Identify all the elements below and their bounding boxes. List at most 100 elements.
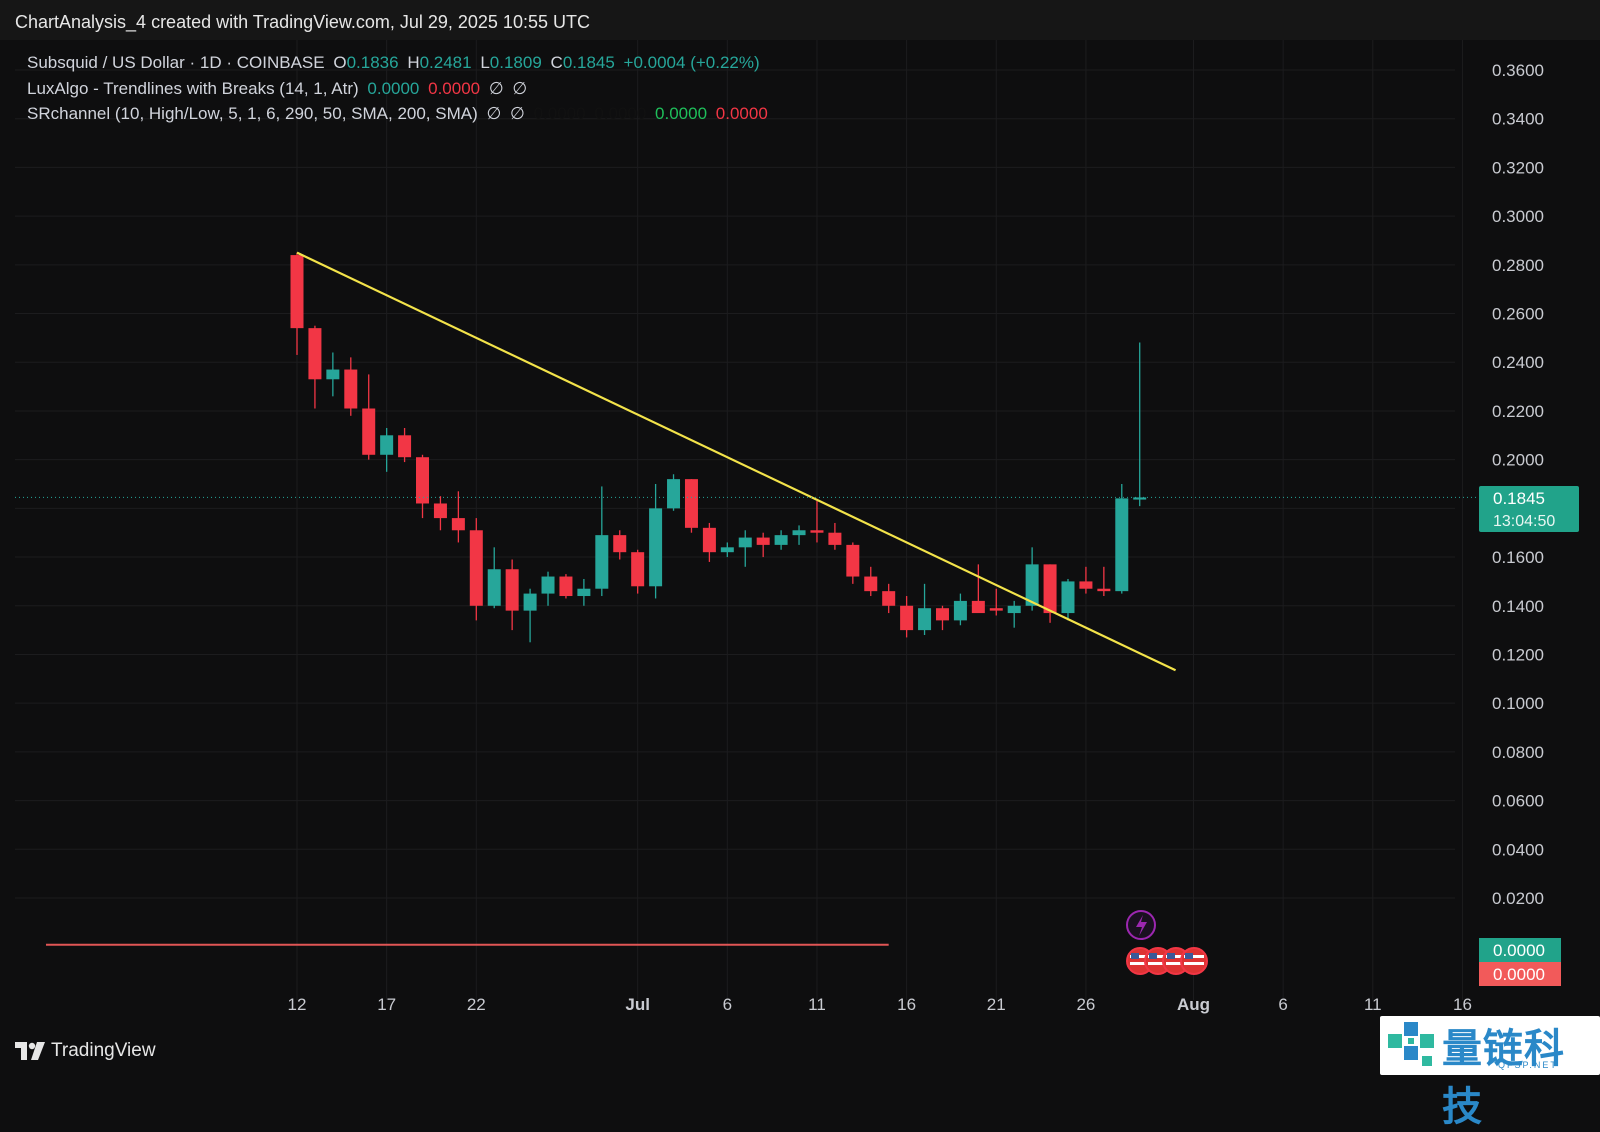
candle-body — [882, 591, 896, 606]
grid-lines — [15, 40, 1463, 1000]
chart-header-title: ChartAnalysis_4 created with TradingView… — [15, 12, 590, 32]
candle-body — [1061, 581, 1075, 614]
close-value: 0.1845 — [562, 53, 615, 72]
price-tick-label: 0.0800 — [1492, 743, 1544, 762]
price-tick-label: 0.1400 — [1492, 597, 1544, 616]
candle-body — [433, 503, 447, 519]
brand-name: TradingView — [51, 1040, 156, 1061]
candle-body — [613, 535, 627, 553]
zero-tag-upper: 0.0000 — [1493, 941, 1545, 960]
candle-body — [864, 576, 878, 592]
candle-body — [1133, 497, 1147, 500]
candle-body — [953, 600, 967, 621]
price-tick-label: 0.1200 — [1492, 645, 1544, 664]
time-tick-label: 12 — [288, 995, 307, 1014]
symbol-legend[interactable]: Subsquid / US Dollar · 1D · COINBASE O0.… — [27, 53, 764, 73]
candle-body — [918, 608, 932, 631]
watermark: 量链科技 QFSP.NET — [1380, 1016, 1600, 1130]
candle-body — [989, 608, 1003, 611]
candle-body — [649, 508, 663, 587]
hidden-icon[interactable]: ∅ — [512, 79, 528, 98]
time-tick-label: 16 — [897, 995, 916, 1014]
indicator-name[interactable]: SRchannel (10, High/Low, 5, 1, 6, 290, 5… — [27, 104, 478, 123]
time-tick-label: 11 — [808, 995, 826, 1014]
candle-body — [702, 527, 716, 553]
indicator-value: 0.0000 — [533, 104, 586, 123]
candle-body — [362, 408, 376, 455]
us-flag-icon[interactable] — [1180, 947, 1208, 975]
candle-body — [451, 518, 465, 531]
candle-body — [828, 532, 842, 545]
candle-body — [774, 535, 788, 545]
candle-body — [756, 537, 770, 545]
tradingview-logo-icon — [15, 1042, 45, 1060]
close-label: C — [550, 53, 563, 72]
candle-body — [1115, 498, 1129, 592]
candle-body — [523, 593, 537, 611]
event-markers[interactable] — [1126, 910, 1208, 975]
price-tick-label: 0.2200 — [1492, 402, 1544, 421]
indicator-legend-trendlines[interactable]: LuxAlgo - Trendlines with Breaks (14, 1,… — [27, 79, 531, 99]
time-tick-label: 16 — [1453, 995, 1472, 1014]
price-tick-label: 0.3200 — [1492, 158, 1544, 177]
time-tick-label: 6 — [723, 995, 732, 1014]
time-tick-label: Jul — [625, 995, 650, 1014]
price-tick-label: 0.0200 — [1492, 889, 1544, 908]
price-chart[interactable]: 0.3600 0.3400 0.3200 0.3000 0.2800 0.2600 0.24… — [0, 0, 1600, 1020]
lightning-icon — [1136, 915, 1147, 936]
candle-body — [469, 530, 483, 606]
high-value: 0.2481 — [419, 53, 472, 72]
candle-body — [1043, 564, 1057, 614]
time-tick-label: 21 — [987, 995, 1006, 1014]
candle-body — [344, 369, 358, 409]
candle-body — [541, 576, 555, 594]
price-tick-label: 0.1600 — [1492, 548, 1544, 567]
low-label: L — [480, 53, 490, 72]
time-axis[interactable]: 12 17 22 Jul 6 11 16 21 26 Aug 6 11 16 — [288, 995, 1472, 1014]
change-value: +0.0004 (+0.22%) — [623, 53, 760, 72]
indicator-value: 0.0000 — [655, 104, 708, 123]
price-tick-label: 0.2000 — [1492, 451, 1544, 470]
candle-body — [738, 537, 752, 548]
price-tick-label: 0.2600 — [1492, 305, 1544, 324]
time-tick-label: 22 — [467, 995, 486, 1014]
candle-body — [416, 457, 430, 504]
time-tick-label: Aug — [1177, 995, 1210, 1014]
zero-tags: 0.0000 0.0000 — [1479, 938, 1561, 986]
candle-body — [631, 552, 645, 587]
time-tick-label: 26 — [1076, 995, 1095, 1014]
time-tick-label: 11 — [1364, 995, 1382, 1014]
candle-body — [595, 535, 609, 589]
price-tag-box — [1479, 486, 1579, 532]
symbol-name[interactable]: Subsquid / US Dollar · 1D · COINBASE — [27, 53, 325, 72]
price-tag-countdown: 13:04:50 — [1493, 513, 1555, 530]
candle-body — [326, 369, 340, 380]
high-label: H — [407, 53, 420, 72]
low-value: 0.1809 — [489, 53, 542, 72]
indicator-legend-srchannel[interactable]: SRchannel (10, High/Low, 5, 1, 6, 290, 5… — [27, 104, 772, 124]
candle-body — [846, 544, 860, 577]
tradingview-brand[interactable]: TradingView — [15, 1040, 156, 1062]
hidden-icon[interactable]: ∅ — [488, 79, 504, 98]
candle-body — [1097, 588, 1111, 592]
candle-body — [577, 588, 591, 597]
price-tick-label: 0.0400 — [1492, 840, 1544, 859]
hidden-icon[interactable]: ∅ — [510, 104, 525, 123]
price-tick-label: 0.3000 — [1492, 207, 1544, 226]
chart-header-bar: ChartAnalysis_4 created with TradingView… — [0, 0, 1600, 40]
candle-body — [667, 479, 681, 509]
price-axis[interactable]: 0.3600 0.3400 0.3200 0.3000 0.2800 0.2600 0.24… — [1492, 61, 1544, 908]
open-value: 0.1836 — [346, 53, 399, 72]
chart-plot-area — [15, 40, 1455, 1000]
candle-body — [1007, 605, 1021, 614]
price-tick-label: 0.0600 — [1492, 792, 1544, 811]
price-tag-value: 0.1845 — [1493, 489, 1545, 508]
price-tick-label: 0.3600 — [1492, 61, 1544, 80]
price-tick-label: 0.3400 — [1492, 110, 1544, 129]
indicator-name[interactable]: LuxAlgo - Trendlines with Breaks (14, 1,… — [27, 79, 359, 98]
candle-body — [935, 608, 949, 621]
hidden-icon[interactable]: ∅ — [486, 104, 502, 123]
price-tag: 0.1845 13:04:50 — [1479, 486, 1579, 532]
price-tick-label: 0.2400 — [1492, 353, 1544, 372]
candles — [290, 252, 1147, 643]
